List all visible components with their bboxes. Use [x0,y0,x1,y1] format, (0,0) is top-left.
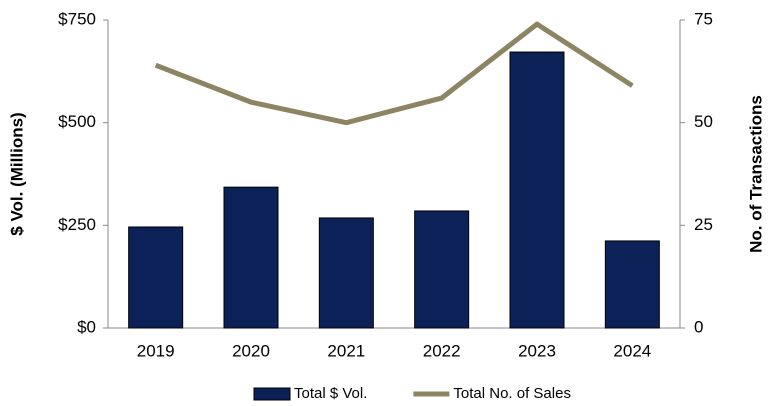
bar [128,226,184,329]
y2-tick-label: 75 [694,9,713,28]
y-tick-label: $500 [58,112,96,131]
bar [604,240,660,329]
x-tick-label: 2021 [327,341,365,360]
x-tick-label: 2022 [423,341,461,360]
bar [318,217,374,329]
y2-tick-label: 25 [694,215,713,234]
x-tick-label: 2019 [137,341,175,360]
y2-tick-label: 0 [694,317,703,336]
legend-swatch [253,387,291,401]
bar [509,51,565,329]
x-tick-label: 2023 [518,341,556,360]
y-tick-label: $250 [58,215,96,234]
legend-label: Total $ Vol. [294,385,367,402]
x-tick-label: 2024 [613,341,651,360]
y2-tick-label: 50 [694,112,713,131]
y-tick-label: $0 [77,317,96,336]
x-tick-label: 2020 [232,341,270,360]
bar [223,186,279,329]
y-tick-label: $750 [58,9,96,28]
bar [414,210,470,329]
y-axis-label: $ Vol. (Millions) [7,112,26,235]
legend-label: Total No. of Sales [453,385,571,402]
y2-axis-label: No. of Transactions [746,95,765,253]
line [154,21,634,126]
